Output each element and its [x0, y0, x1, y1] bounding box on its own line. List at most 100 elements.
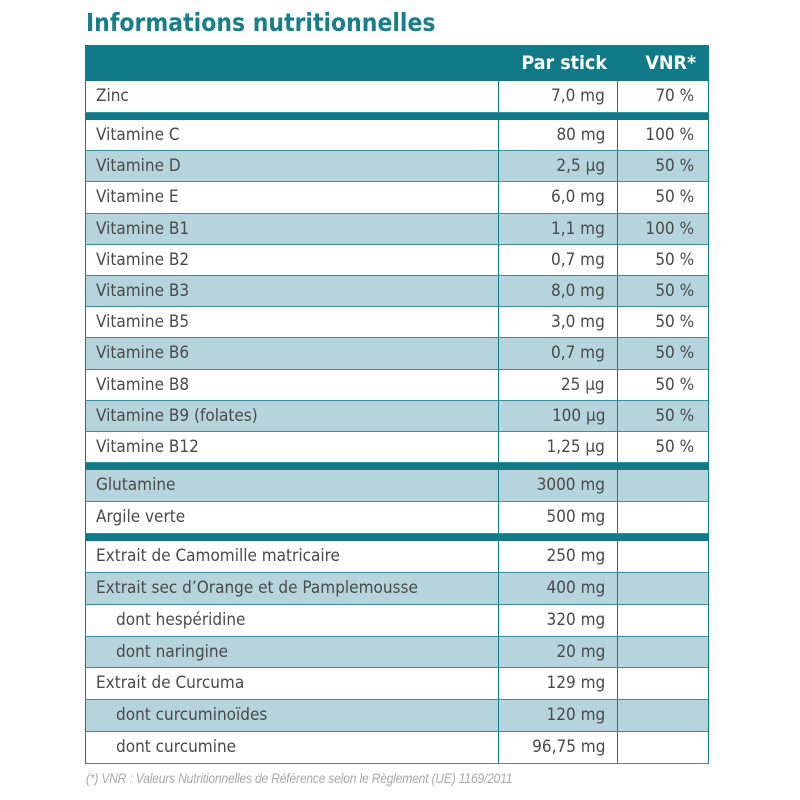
table-row: Vitamine D 2,5 µg 50 % — [85, 151, 709, 183]
table-row: Vitamine B9 (folates) 100 µg 50 % — [85, 400, 709, 432]
amount-per-stick-text: 6,0 mg — [551, 187, 605, 208]
table-row: Vitamine E 6,0 mg 50 % — [85, 182, 709, 214]
vnr-percent: 50 % — [618, 401, 707, 431]
vnr-percent: 100 % — [618, 120, 707, 150]
table-row: dont hespéridine 320 mg — [85, 604, 709, 637]
header-name — [85, 45, 499, 81]
vnr-percent-text: 50 % — [655, 374, 694, 395]
nutrient-name: Vitamine B8 — [86, 369, 499, 400]
table-row: Argile verte 500 mg — [85, 501, 709, 534]
amount-per-stick-text: 20 mg — [556, 641, 605, 662]
amount-per-stick: 500 mg — [499, 501, 618, 533]
nutrient-name: Argile verte — [86, 501, 499, 533]
table-row: Vitamine B8 25 µg 50 % — [85, 369, 709, 401]
nutrient-name: Extrait de Camomille matricaire — [86, 540, 499, 572]
amount-per-stick-text: 0,7 mg — [551, 343, 605, 364]
table-row: Vitamine B1 1,1 mg 100 % — [85, 213, 709, 245]
section-divider — [85, 533, 709, 541]
nutrient-name-text: Extrait de Curcuma — [96, 673, 245, 694]
vnr-percent-text: 50 % — [655, 436, 694, 457]
nutrient-name-text: dont curcuminoïdes — [116, 705, 268, 726]
nutrient-name-text: dont curcumine — [116, 737, 237, 758]
table-header: Par stick VNR* — [85, 45, 709, 81]
nutrient-name: Vitamine B2 — [86, 244, 499, 275]
vnr-percent-text: 50 % — [655, 280, 694, 301]
nutrient-name: Vitamine C — [86, 120, 499, 151]
vnr-percent — [618, 668, 707, 699]
vnr-percent-text: 50 % — [655, 312, 694, 333]
amount-per-stick-text: 129 mg — [546, 673, 605, 694]
nutrient-name-text: Vitamine D — [96, 156, 181, 177]
amount-per-stick: 80 mg — [499, 120, 618, 151]
amount-per-stick-text: 2,5 µg — [556, 156, 605, 177]
amount-per-stick: 25 µg — [499, 369, 618, 400]
vnr-percent-text: 70 % — [655, 86, 694, 106]
vnr-percent: 50 % — [618, 151, 707, 181]
vnr-percent — [618, 700, 707, 731]
table-row: Vitamine B12 1,25 µg 50 % — [85, 431, 709, 464]
vnr-percent-text: 50 % — [655, 187, 694, 208]
vnr-percent-text: 50 % — [655, 249, 694, 270]
nutrient-name: Glutamine — [86, 470, 499, 501]
amount-per-stick: 0,7 mg — [499, 338, 618, 369]
vnr-percent — [618, 502, 707, 533]
amount-per-stick-text: 8,0 mg — [551, 280, 605, 301]
nutrition-table: Par stick VNR* Zinc 7,0 mg 70 % Vitamine C 8… — [85, 45, 709, 765]
amount-per-stick: 96,75 mg — [499, 732, 618, 764]
amount-per-stick: 1,25 µg — [499, 431, 618, 463]
nutrient-name-text: Zinc — [96, 86, 129, 106]
nutrient-name-text: Glutamine — [96, 475, 176, 496]
vnr-percent — [618, 605, 707, 636]
amount-per-stick-text: 250 mg — [546, 545, 605, 566]
vnr-percent: 100 % — [618, 214, 707, 244]
table-row: Vitamine B6 0,7 mg 50 % — [85, 338, 709, 370]
table-row: Extrait sec d’Orange et de Pamplemousse 4… — [85, 572, 709, 605]
nutrient-name: dont curcumine — [86, 732, 499, 764]
amount-per-stick: 3,0 mg — [499, 307, 618, 338]
vnr-percent — [618, 732, 707, 763]
nutrient-name: dont naringine — [86, 636, 499, 668]
nutrient-name-text: dont hespéridine — [116, 609, 246, 630]
amount-per-stick-text: 320 mg — [546, 609, 605, 630]
nutrient-name-text: Vitamine B6 — [96, 343, 190, 364]
nutrient-name-text: Vitamine B9 (folates) — [96, 405, 258, 426]
nutrient-name-text: Extrait de Camomille matricaire — [96, 545, 340, 566]
footnote: (*) VNR : Valeurs Nutritionnelles de Réf… — [86, 770, 513, 786]
amount-per-stick-text: 1,1 mg — [551, 218, 605, 239]
amount-per-stick: 250 mg — [499, 540, 618, 572]
table-row: dont curcumine 96,75 mg — [85, 732, 709, 765]
vnr-percent-text: 100 % — [645, 218, 694, 239]
header-vnr: VNR* — [645, 52, 697, 74]
table-row: Extrait de Camomille matricaire 250 mg — [85, 540, 709, 573]
amount-per-stick: 3000 mg — [499, 470, 618, 501]
vnr-percent — [618, 637, 707, 668]
amount-per-stick-text: 25 µg — [561, 374, 605, 395]
amount-per-stick: 2,5 µg — [499, 151, 618, 182]
page-title: Informations nutritionnelles — [86, 8, 436, 37]
vnr-percent-text: 50 % — [655, 343, 694, 364]
table-row: Vitamine B3 8,0 mg 50 % — [85, 275, 709, 308]
vnr-percent — [618, 573, 707, 604]
amount-per-stick: 400 mg — [499, 572, 618, 604]
table-row: Glutamine 3000 mg — [85, 470, 709, 502]
nutrient-name: dont curcuminoïdes — [86, 700, 499, 732]
nutrient-name-text: Vitamine C — [96, 125, 180, 145]
amount-per-stick: 129 mg — [499, 668, 618, 700]
amount-per-stick: 7,0 mg — [499, 81, 618, 112]
amount-per-stick-text: 1,25 µg — [546, 436, 605, 457]
amount-per-stick-text: 500 mg — [546, 506, 605, 527]
nutrient-name-text: Extrait sec d’Orange et de Pamplemousse — [96, 577, 418, 598]
nutrient-name: Vitamine B6 — [86, 338, 499, 369]
section-divider — [85, 113, 709, 120]
nutrient-name: Vitamine B9 (folates) — [86, 400, 499, 431]
amount-per-stick: 0,7 mg — [499, 244, 618, 275]
nutrient-name: Extrait de Curcuma — [86, 668, 499, 700]
amount-per-stick-text: 100 µg — [551, 405, 605, 426]
amount-per-stick: 320 mg — [499, 604, 618, 636]
nutrient-name-text: Vitamine B8 — [96, 374, 190, 395]
vnr-percent: 50 % — [618, 276, 707, 306]
table-row: Extrait de Curcuma 129 mg — [85, 668, 709, 701]
nutrient-name-text: Argile verte — [96, 506, 186, 527]
vnr-percent: 50 % — [618, 432, 707, 462]
nutrient-name: Extrait sec d’Orange et de Pamplemousse — [86, 572, 499, 604]
